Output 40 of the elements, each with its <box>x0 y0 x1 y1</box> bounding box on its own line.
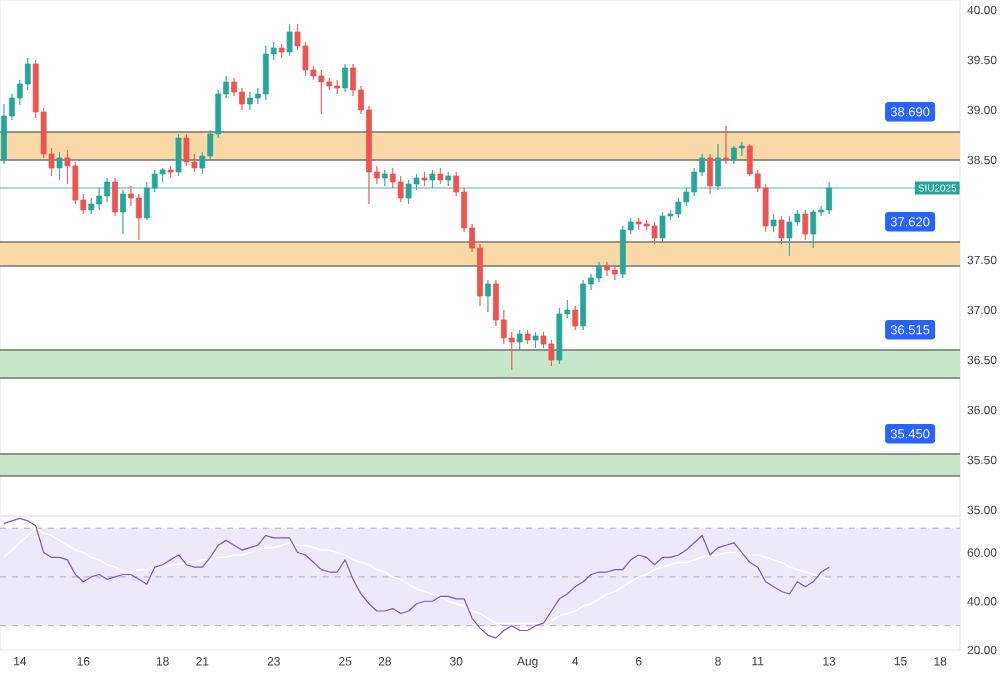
candlestick <box>112 177 118 217</box>
candlestick <box>786 215 793 257</box>
candlestick <box>580 279 587 331</box>
candlestick <box>516 329 523 351</box>
candlestick <box>723 125 729 165</box>
candlestick <box>572 305 579 331</box>
candlestick <box>56 151 63 181</box>
candlestick <box>651 221 658 245</box>
candlestick <box>659 211 666 243</box>
candlestick <box>262 45 269 101</box>
candlestick <box>167 165 174 179</box>
candlestick <box>770 213 777 233</box>
candlestick <box>635 217 642 231</box>
candlestick <box>334 79 341 95</box>
candlestick <box>278 43 285 59</box>
candlestick <box>738 141 745 157</box>
candlestick <box>437 167 444 185</box>
candlestick <box>286 23 293 57</box>
candlestick <box>731 145 737 165</box>
candlestick <box>810 209 817 249</box>
candlestick <box>604 261 610 277</box>
candlestick <box>556 307 563 365</box>
candlestick <box>247 91 253 111</box>
candlestick <box>619 225 626 279</box>
candlestick <box>397 175 404 203</box>
candlestick <box>485 279 491 313</box>
candlestick <box>802 209 809 241</box>
candlestick <box>135 193 142 241</box>
candlestick <box>778 215 785 245</box>
candlestick <box>183 133 190 167</box>
candlestick <box>342 63 349 93</box>
candlestick <box>175 133 182 177</box>
candlestick <box>612 265 618 281</box>
candlestick <box>548 339 555 367</box>
candlestick <box>707 153 713 195</box>
candlestick <box>532 331 539 349</box>
candlestick <box>524 329 531 345</box>
candlestick <box>421 171 428 187</box>
candlestick <box>596 261 602 283</box>
candlestick <box>318 69 325 115</box>
